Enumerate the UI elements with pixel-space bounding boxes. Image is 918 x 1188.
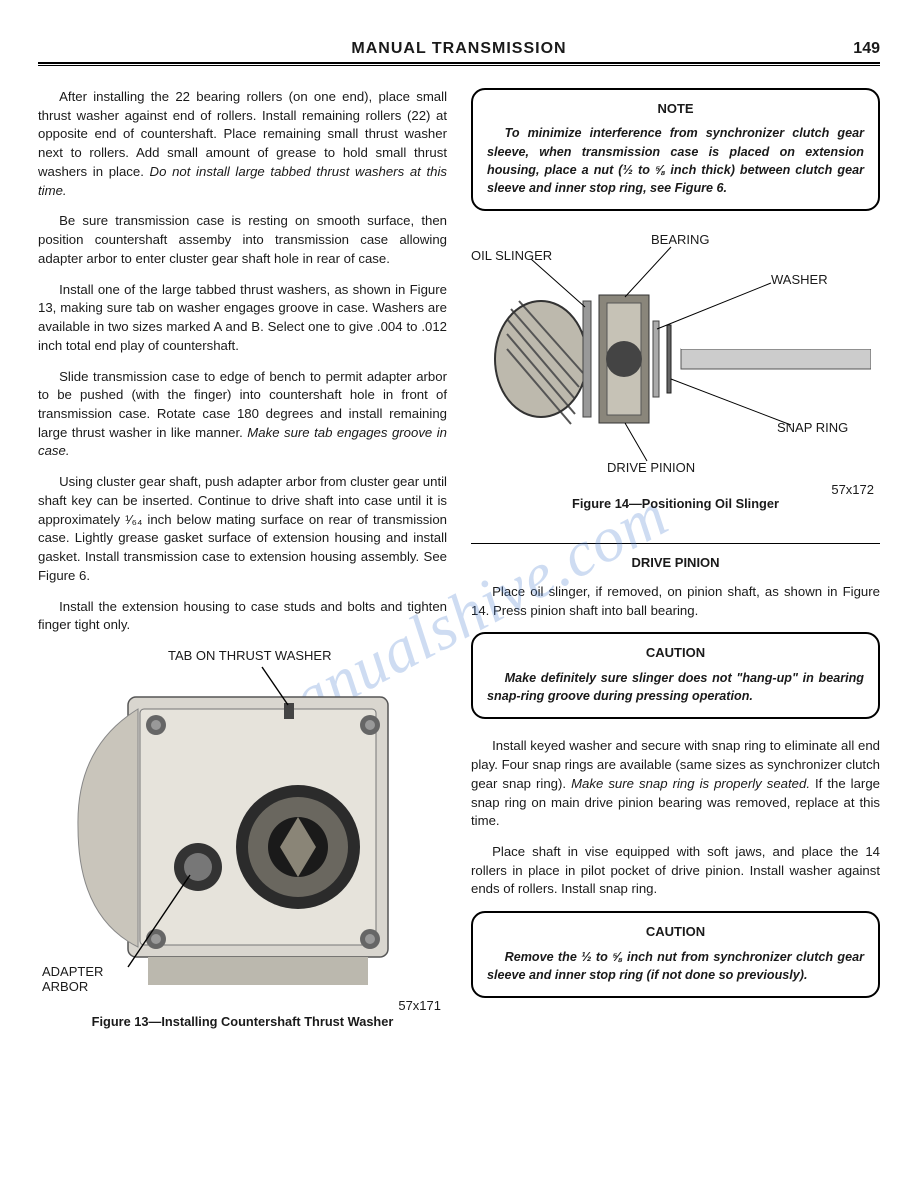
section-heading-drive-pinion: DRIVE PINION [471, 554, 880, 572]
caution-body: Make definitely sure slinger does not "h… [487, 669, 864, 706]
body-paragraph: Install keyed washer and secure with sna… [471, 737, 880, 831]
two-column-layout: After installing the 22 bearing rollers … [38, 88, 880, 1041]
header-rule-2 [38, 65, 880, 66]
figure-code: 57x171 [398, 997, 441, 1015]
page-header: MANUAL TRANSMISSION 149 [38, 40, 880, 58]
figure-caption: Figure 14—Positioning Oil Slinger [471, 495, 880, 513]
figure-code: 57x172 [831, 481, 874, 499]
figure-label-tab: TAB ON THRUST WASHER [168, 647, 331, 665]
left-column: After installing the 22 bearing rollers … [38, 88, 447, 1041]
figure-14-illustration [471, 229, 871, 489]
figure-label-arbor: ADAPTER ARBOR [42, 965, 122, 995]
text-italic: Make sure snap ring is properly seated. [571, 776, 810, 791]
note-box: NOTE To minimize interference from synch… [471, 88, 880, 211]
header-title: MANUAL TRANSMISSION [351, 40, 566, 58]
right-column: NOTE To minimize interference from synch… [471, 88, 880, 1041]
caution-heading: CAUTION [487, 644, 864, 662]
body-paragraph: Place oil slinger, if removed, on pinion… [471, 583, 880, 620]
body-paragraph: Slide transmission case to edge of bench… [38, 368, 447, 462]
body-paragraph: Install one of the large tabbed thrust w… [38, 281, 447, 356]
caution-body: Remove the ½ to ⅝ inch nut from synchron… [487, 948, 864, 985]
figure-caption: Figure 13—Installing Countershaft Thrust… [38, 1013, 447, 1031]
figure-13-illustration [38, 647, 438, 1007]
page-number: 149 [853, 40, 880, 58]
figure-label-bearing: BEARING [651, 231, 710, 249]
caution-box-2: CAUTION Remove the ½ to ⅝ inch nut from … [471, 911, 880, 998]
manual-page: manualshive.com MANUAL TRANSMISSION 149 … [0, 0, 918, 1188]
figure-14: OIL SLINGER BEARING WASHER SNAP RING DRI… [471, 229, 880, 529]
body-paragraph: Install the extension housing to case st… [38, 598, 447, 635]
section-rule [471, 543, 880, 544]
body-paragraph: Using cluster gear shaft, push adapter a… [38, 473, 447, 585]
figure-label-oil-slinger: OIL SLINGER [471, 247, 552, 265]
figure-label-washer: WASHER [771, 271, 828, 289]
header-rule-1 [38, 62, 880, 64]
note-heading: NOTE [487, 100, 864, 118]
figure-label-drive-pinion: DRIVE PINION [607, 459, 695, 477]
caution-box-1: CAUTION Make definitely sure slinger doe… [471, 632, 880, 719]
body-paragraph: Place shaft in vise equipped with soft j… [471, 843, 880, 899]
figure-label-snap-ring: SNAP RING [777, 419, 848, 437]
figure-13: TAB ON THRUST WASHER ADAPTER ARBOR 57x17… [38, 647, 447, 1037]
body-paragraph: Be sure transmission case is resting on … [38, 212, 447, 268]
note-body: To minimize interference from synchroniz… [487, 124, 864, 197]
body-paragraph: After installing the 22 bearing rollers … [38, 88, 447, 200]
caution-heading: CAUTION [487, 923, 864, 941]
